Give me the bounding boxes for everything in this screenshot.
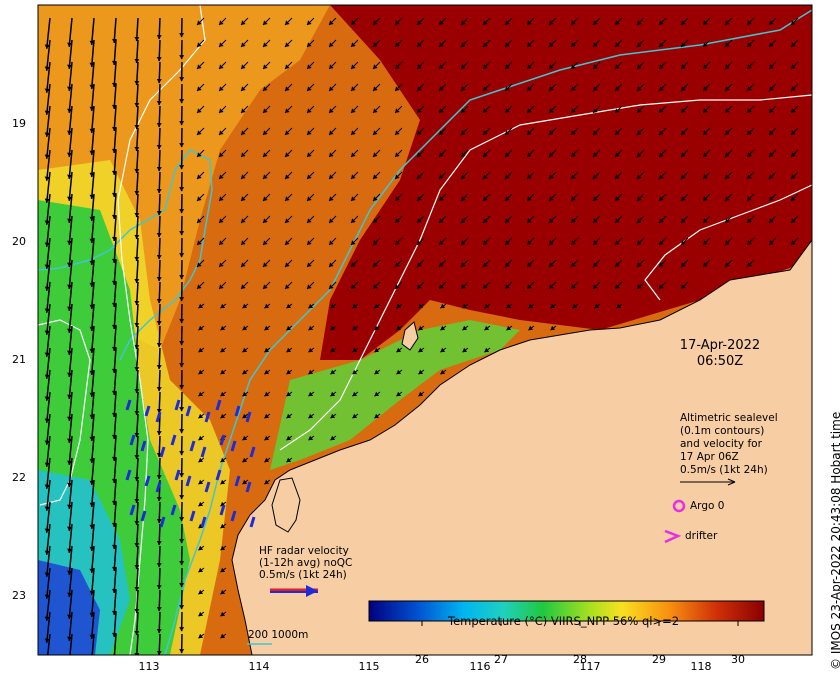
hf-legend-line: 0.5m/s (1kt 24h) <box>259 569 347 581</box>
drifter-marker <box>664 529 682 544</box>
lat-tick: 19 <box>12 117 26 130</box>
island <box>271 477 301 533</box>
hf-radar-arrow-field <box>125 399 256 528</box>
altimetry-legend-line: 17 Apr 06Z <box>680 451 739 463</box>
colorbar-title: Temperature (°C) VIIRS_NPP 56% ql>=2 <box>448 614 680 628</box>
sealevel-contour <box>117 5 206 655</box>
colorbar-tick: 27 <box>494 653 508 666</box>
lon-tick: 115 <box>358 660 380 673</box>
hf-radar-legend-arrow <box>270 585 318 597</box>
hf-radar-legend: HF radar velocity (1-12h avg) noQC 0.5m/… <box>259 545 352 581</box>
sst-hot-region <box>320 5 812 360</box>
lon-tick: 114 <box>248 660 270 673</box>
colorbar-tick-marks <box>421 621 739 626</box>
lat-tick: 20 <box>12 235 26 248</box>
map-time: 06:50Z <box>696 354 744 369</box>
colorbar-tick: 28 <box>573 653 587 666</box>
drifter-label: drifter <box>685 530 718 542</box>
altimetry-legend-line: 0.5m/s (1kt 24h) <box>680 464 768 476</box>
lat-tick: 21 <box>12 353 26 366</box>
sealevel-contour <box>38 319 91 506</box>
sealevel-contour <box>279 94 812 451</box>
colorbar-tick: 26 <box>415 653 429 666</box>
lat-tick: 23 <box>12 589 26 602</box>
sst-blue-region <box>38 560 100 655</box>
island-small <box>401 321 419 351</box>
colorbar <box>368 600 765 622</box>
map-frame <box>37 4 813 656</box>
depth-scale-label: 200 1000m <box>248 629 309 641</box>
sst-coastal-green <box>270 320 520 470</box>
argo-marker <box>672 499 686 513</box>
sealevel-contour <box>644 184 812 301</box>
lon-tick: 117 <box>579 660 601 673</box>
hf-legend-line: HF radar velocity <box>259 545 349 557</box>
altimetry-legend: Altimetric sealevel (0.1m contours) and … <box>680 412 778 477</box>
hf-legend-line: (1-12h avg) noQC <box>259 557 353 569</box>
altimetry-legend-line: and velocity for <box>680 438 762 450</box>
sealevel-contour <box>164 9 812 655</box>
map-date: 17-Apr-2022 <box>679 338 761 353</box>
altimetry-legend-line: (0.1m contours) <box>680 425 765 437</box>
lat-tick: 22 <box>12 471 26 484</box>
map-datetime: 17-Apr-2022 06:50Z <box>664 338 776 370</box>
argo-label: Argo 0 <box>690 500 725 512</box>
altimetry-legend-line: Altimetric sealevel <box>680 412 778 424</box>
copyright-text: © IMOS 23-Apr-2022 20:43:08 Hobart time <box>829 411 840 670</box>
velocity-arrow-field <box>44 17 799 655</box>
land-mass <box>231 239 812 655</box>
sealevel-contour <box>38 149 213 361</box>
lon-tick: 116 <box>469 660 491 673</box>
altimetry-velocity-arrow <box>680 478 736 486</box>
lon-tick: 113 <box>138 660 160 673</box>
colorbar-tick: 30 <box>731 653 745 666</box>
colorbar-tick: 29 <box>652 653 666 666</box>
lon-tick: 118 <box>690 660 712 673</box>
